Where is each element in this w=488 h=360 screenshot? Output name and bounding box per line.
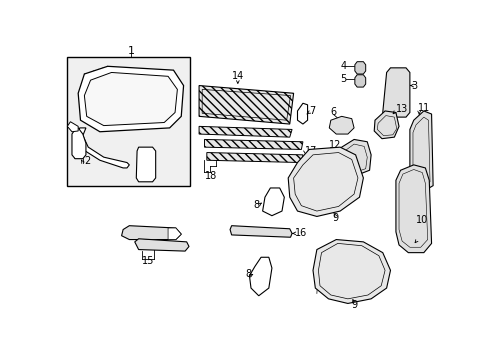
Bar <box>140 153 151 156</box>
Polygon shape <box>262 188 284 216</box>
Polygon shape <box>67 122 78 132</box>
Polygon shape <box>373 111 398 139</box>
Bar <box>140 159 151 163</box>
Text: 16: 16 <box>295 228 307 238</box>
Text: 11: 11 <box>417 103 429 113</box>
Text: 1: 1 <box>127 46 134 56</box>
Text: 9: 9 <box>350 300 356 310</box>
Bar <box>73 136 82 139</box>
Polygon shape <box>249 257 271 296</box>
Text: 4: 4 <box>340 61 346 71</box>
Bar <box>386 89 403 95</box>
Text: 13: 13 <box>395 104 407 114</box>
Text: 5: 5 <box>340 75 346 84</box>
Text: 15: 15 <box>142 256 154 266</box>
Text: 2: 2 <box>84 156 90 166</box>
Text: 12: 12 <box>328 140 340 150</box>
Bar <box>73 148 82 152</box>
Polygon shape <box>328 116 353 134</box>
Text: 10: 10 <box>415 215 427 225</box>
Bar <box>73 142 82 145</box>
Polygon shape <box>297 103 307 124</box>
Polygon shape <box>72 128 86 159</box>
Text: 8: 8 <box>253 200 259 210</box>
Text: 14: 14 <box>231 71 244 81</box>
Text: 17: 17 <box>305 146 317 156</box>
Bar <box>67 57 189 186</box>
Polygon shape <box>122 226 181 239</box>
Polygon shape <box>204 139 302 149</box>
Polygon shape <box>199 86 293 124</box>
Text: 3: 3 <box>410 81 417 91</box>
Text: 8: 8 <box>245 269 251 279</box>
Bar <box>386 74 403 80</box>
Polygon shape <box>354 75 365 87</box>
Polygon shape <box>395 165 431 253</box>
Bar <box>386 97 403 103</box>
Bar <box>386 82 403 87</box>
Bar <box>140 176 151 180</box>
Polygon shape <box>135 239 189 251</box>
Text: 6: 6 <box>330 108 336 117</box>
Polygon shape <box>136 147 155 182</box>
Bar <box>140 165 151 169</box>
Text: 18: 18 <box>204 171 216 181</box>
Polygon shape <box>312 239 390 303</box>
Text: 9: 9 <box>332 213 338 223</box>
Polygon shape <box>206 153 302 163</box>
Polygon shape <box>84 72 177 126</box>
Bar <box>140 171 151 175</box>
Polygon shape <box>354 62 365 74</box>
Polygon shape <box>199 126 291 137</box>
Text: 7: 7 <box>308 106 315 116</box>
Polygon shape <box>382 68 409 117</box>
Polygon shape <box>168 228 181 239</box>
Polygon shape <box>409 111 432 191</box>
Polygon shape <box>287 147 363 216</box>
Bar <box>386 105 403 110</box>
Polygon shape <box>336 139 370 176</box>
Bar <box>73 154 82 158</box>
Polygon shape <box>77 128 129 168</box>
Polygon shape <box>78 66 183 132</box>
Polygon shape <box>230 226 291 237</box>
